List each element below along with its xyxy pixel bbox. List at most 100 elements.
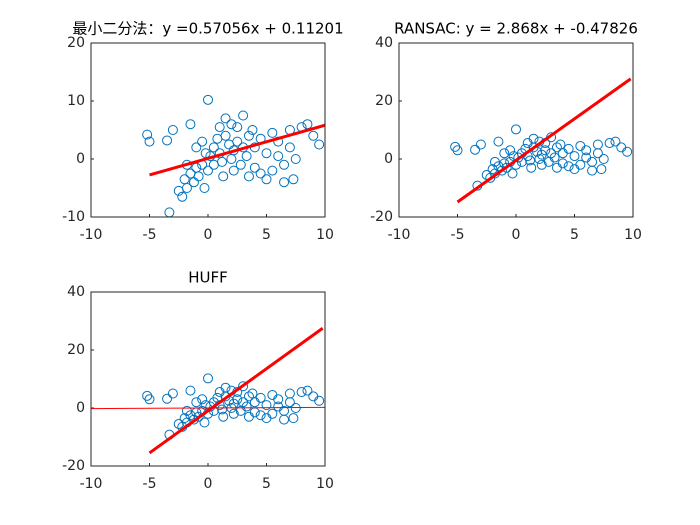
x-tick-label: -10 <box>388 227 411 243</box>
data-point <box>199 417 210 428</box>
x-tick-label: -5 <box>451 227 465 243</box>
data-point <box>203 165 213 176</box>
data-point <box>284 397 295 408</box>
data-point <box>197 136 208 147</box>
data-point <box>536 149 547 160</box>
x-tick-label: 10 <box>316 476 334 492</box>
data-point <box>581 145 592 156</box>
data-point <box>255 168 266 179</box>
data-point <box>243 130 254 141</box>
data-point <box>622 146 633 157</box>
y-tick-label: 0 <box>76 151 85 167</box>
x-tick-label: 10 <box>624 227 642 243</box>
data-point <box>563 143 574 154</box>
data-point <box>470 144 481 155</box>
data-point <box>592 148 603 159</box>
data-point <box>288 413 299 424</box>
data-point <box>226 119 237 130</box>
fit-line <box>148 327 324 455</box>
data-point <box>501 162 512 173</box>
data-point <box>238 110 249 121</box>
data-point <box>247 388 258 399</box>
data-point <box>557 158 568 169</box>
fit-line <box>90 406 326 410</box>
data-point <box>193 411 204 422</box>
data-point <box>525 155 536 166</box>
data-point <box>144 136 155 147</box>
data-point <box>232 122 243 133</box>
data-point <box>284 142 295 153</box>
subplot: -10 -5 0 5 10 -20 0 20 40 HUFF <box>62 269 334 493</box>
data-point <box>261 400 272 411</box>
data-point <box>232 136 243 147</box>
axes-box <box>398 42 634 218</box>
plot-area <box>90 327 326 455</box>
data-point <box>185 385 196 396</box>
data-point <box>235 159 246 170</box>
data-point <box>587 165 598 176</box>
y-tick-label: 10 <box>67 93 85 109</box>
x-tick-label: 5 <box>262 227 271 243</box>
data-point <box>261 148 272 159</box>
data-point <box>167 125 178 135</box>
data-point <box>191 142 202 153</box>
axes-box <box>90 291 326 467</box>
data-point <box>162 135 173 146</box>
data-point <box>452 145 463 156</box>
data-point <box>193 171 204 182</box>
data-point <box>181 183 192 193</box>
plot-area <box>450 77 633 204</box>
axes-box <box>90 42 326 218</box>
chart-title: RANSAC: y = 2.868x + -0.47826 <box>394 20 638 38</box>
data-point <box>526 162 537 173</box>
data-point <box>261 174 272 185</box>
axes-background <box>399 43 633 217</box>
data-point <box>142 129 153 140</box>
x-tick-label: 0 <box>512 227 521 243</box>
y-tick-label: 0 <box>76 400 85 416</box>
x-tick-label: 5 <box>262 476 271 492</box>
data-point <box>308 130 319 141</box>
data-point <box>220 130 231 141</box>
y-tick-label: 20 <box>67 35 85 51</box>
data-point <box>302 385 313 396</box>
data-point <box>279 177 290 188</box>
data-point <box>208 142 219 153</box>
y-tick-label: 40 <box>67 284 85 300</box>
data-point <box>511 124 521 135</box>
data-point <box>199 183 210 193</box>
fit-line <box>149 123 326 177</box>
data-point <box>228 165 239 176</box>
data-point <box>528 133 539 144</box>
axes-background <box>91 43 325 217</box>
data-point <box>255 392 266 403</box>
data-point <box>185 119 196 130</box>
data-point <box>314 139 325 150</box>
data-point <box>493 136 504 147</box>
x-tick-label: 10 <box>316 227 334 243</box>
data-point <box>505 145 516 156</box>
data-point <box>604 138 615 149</box>
data-point <box>499 148 510 159</box>
data-point <box>241 151 252 162</box>
data-point <box>314 395 325 406</box>
data-point <box>214 122 225 133</box>
data-point <box>218 171 229 182</box>
plot-area <box>142 94 326 218</box>
x-tick-label: -5 <box>143 476 157 492</box>
y-tick-label: 40 <box>375 35 393 51</box>
data-point <box>191 397 202 408</box>
data-point <box>241 401 252 412</box>
data-point <box>279 159 290 170</box>
y-tick-label: 20 <box>67 342 85 358</box>
data-point <box>563 161 574 172</box>
data-point <box>238 381 249 392</box>
data-point <box>220 113 231 124</box>
data-point <box>536 159 547 170</box>
data-point <box>575 159 586 170</box>
chart-title: HUFF <box>188 269 228 287</box>
data-point <box>555 139 566 150</box>
data-point <box>162 393 173 404</box>
x-tick-label: -10 <box>80 227 103 243</box>
